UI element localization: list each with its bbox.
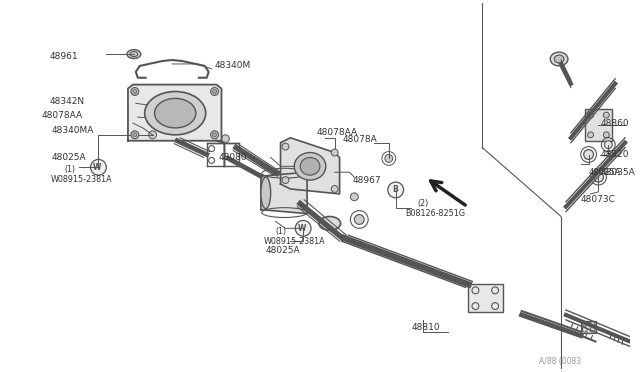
Circle shape <box>212 133 216 137</box>
Circle shape <box>131 131 139 139</box>
Text: (1): (1) <box>64 165 75 174</box>
Text: 48967: 48967 <box>353 176 381 185</box>
Circle shape <box>332 186 338 192</box>
Text: (2): (2) <box>417 199 429 208</box>
Text: B: B <box>392 185 397 195</box>
Circle shape <box>604 141 612 148</box>
Text: W: W <box>298 224 307 233</box>
Text: 48820: 48820 <box>600 150 629 159</box>
Text: A/88 (0083: A/88 (0083 <box>540 357 582 366</box>
Text: W08915-2381A: W08915-2381A <box>264 237 325 246</box>
Ellipse shape <box>550 52 568 66</box>
Text: 48025A: 48025A <box>51 153 86 162</box>
Text: 48078AA: 48078AA <box>317 128 358 137</box>
Circle shape <box>604 112 609 118</box>
Bar <box>580 321 596 333</box>
Text: 48078AA: 48078AA <box>42 110 83 120</box>
Circle shape <box>90 160 106 175</box>
Text: (1): (1) <box>276 227 287 236</box>
Polygon shape <box>280 138 340 194</box>
Circle shape <box>212 90 216 93</box>
Text: 48080: 48080 <box>218 153 247 162</box>
Text: 48035A: 48035A <box>600 168 635 177</box>
Ellipse shape <box>261 177 271 209</box>
Circle shape <box>593 172 604 182</box>
Circle shape <box>133 133 137 137</box>
Polygon shape <box>261 172 307 214</box>
Circle shape <box>584 150 593 160</box>
Circle shape <box>211 131 218 139</box>
Text: W08915-2381A: W08915-2381A <box>51 174 113 184</box>
Circle shape <box>282 177 289 183</box>
Text: 48078A: 48078A <box>342 135 378 144</box>
Circle shape <box>351 193 358 201</box>
Ellipse shape <box>319 217 340 230</box>
Circle shape <box>221 135 229 143</box>
Text: W: W <box>93 163 102 172</box>
Ellipse shape <box>130 52 138 57</box>
Ellipse shape <box>145 92 205 135</box>
Ellipse shape <box>554 55 564 63</box>
Circle shape <box>604 132 609 138</box>
Text: 48340M: 48340M <box>214 61 251 70</box>
Ellipse shape <box>127 50 141 58</box>
Circle shape <box>332 149 338 156</box>
Ellipse shape <box>154 99 196 128</box>
Text: 48961: 48961 <box>49 52 78 61</box>
Text: 48340MA: 48340MA <box>51 126 93 135</box>
Circle shape <box>211 87 218 96</box>
Circle shape <box>131 87 139 96</box>
Circle shape <box>295 221 311 236</box>
Circle shape <box>148 131 157 139</box>
Circle shape <box>133 90 137 93</box>
Ellipse shape <box>294 153 326 180</box>
Text: B08126-8251G: B08126-8251G <box>406 209 465 218</box>
Circle shape <box>355 215 364 224</box>
Bar <box>585 109 612 141</box>
Circle shape <box>388 182 404 198</box>
Circle shape <box>385 154 393 162</box>
Text: 48073C: 48073C <box>580 195 616 204</box>
Text: 48342N: 48342N <box>49 97 84 106</box>
Text: 48860: 48860 <box>600 119 629 128</box>
Circle shape <box>282 143 289 150</box>
Text: 48035A: 48035A <box>589 168 621 177</box>
Polygon shape <box>128 84 221 141</box>
Circle shape <box>588 112 593 118</box>
Circle shape <box>588 132 593 138</box>
Text: 48025A: 48025A <box>266 247 300 256</box>
Bar <box>468 285 503 312</box>
Text: 48810: 48810 <box>412 323 440 332</box>
Ellipse shape <box>300 157 320 175</box>
